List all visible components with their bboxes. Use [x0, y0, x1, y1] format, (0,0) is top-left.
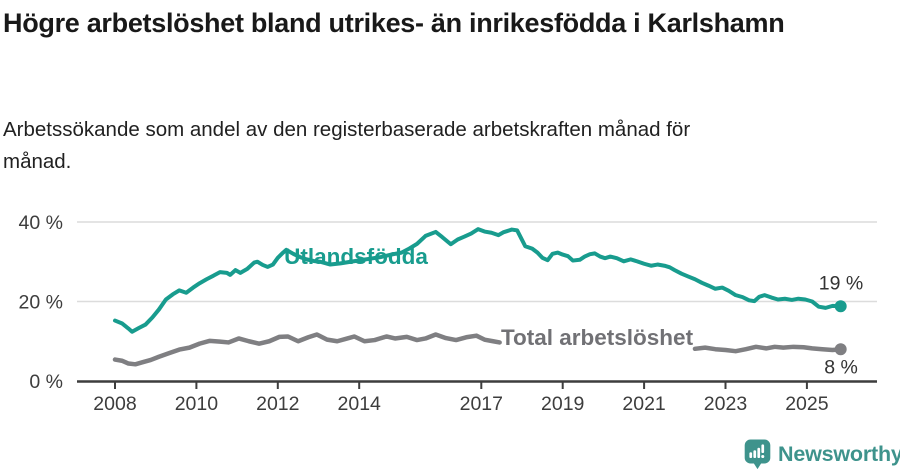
series-line-utlandsfodda	[113, 227, 843, 334]
x-tick-label: 2012	[256, 393, 299, 415]
chart-title: Högre arbetslöshet bland utrikes- än inr…	[3, 8, 785, 38]
series-line-total	[112, 332, 502, 367]
x-tick-label: 2017	[460, 393, 503, 415]
brand-footer: Newsworthy	[744, 439, 900, 470]
x-tick-label: 2008	[93, 393, 136, 415]
series-end-dot-total	[834, 343, 847, 356]
x-tick-label: 2025	[785, 393, 829, 415]
chart-subtitle: Arbetssökande som andel av den registerb…	[3, 118, 691, 173]
x-tick-label: 2019	[541, 393, 584, 415]
series-line-total	[692, 344, 843, 354]
x-tick-label: 2021	[622, 393, 665, 415]
end-value-label-utlandsfodda: 19 %	[818, 272, 864, 295]
x-tick-label: 2014	[338, 393, 382, 415]
series-label-total: Total arbetslöshet	[500, 325, 694, 350]
x-tick-label: 2023	[704, 393, 747, 415]
y-tick-label: 0 %	[29, 371, 63, 393]
y-tick-label: 20 %	[19, 292, 63, 314]
brand-name: Newsworthy	[778, 442, 900, 466]
series-end-dot-utlandsfodda	[834, 300, 847, 313]
end-value-label-total: 8 %	[824, 356, 858, 379]
x-tick-label: 2010	[175, 393, 219, 415]
newsworthy-logo-icon	[744, 439, 771, 470]
y-tick-label: 40 %	[19, 212, 63, 234]
series-label-utlandsfodda: Utlandsfödda	[284, 244, 428, 269]
